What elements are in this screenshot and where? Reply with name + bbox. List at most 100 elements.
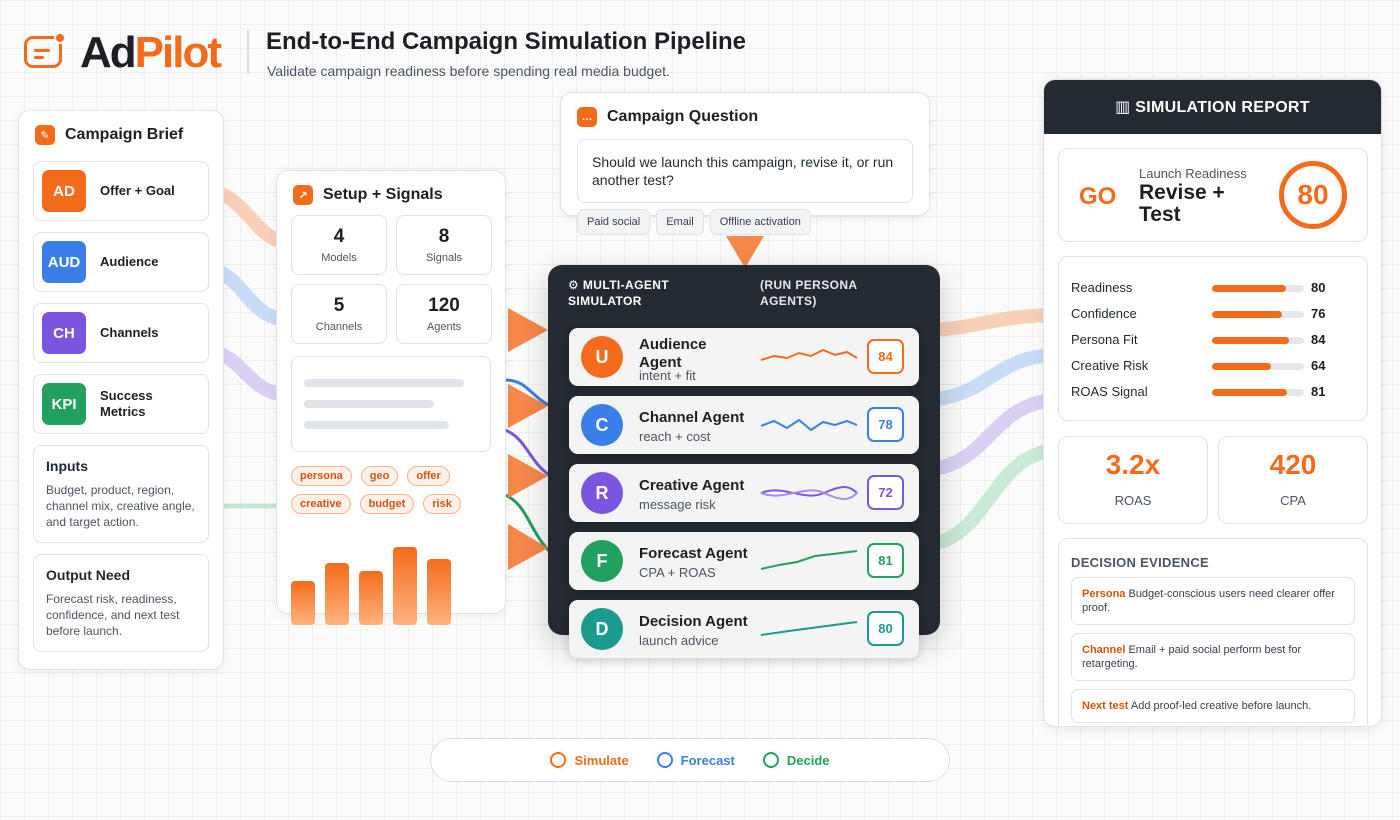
header-divider (247, 30, 249, 74)
evidence-title: DECISION EVIDENCE (1071, 555, 1210, 570)
metric-bar (1212, 285, 1286, 292)
agent-sub: CPA + ROAS (639, 565, 716, 580)
decision-evidence-card: DECISION EVIDENCE Persona Budget-conscio… (1058, 538, 1368, 726)
chip-offline-activation[interactable]: Offline activation (709, 209, 811, 235)
brief-item-success-metrics[interactable]: KPI Success Metrics (33, 374, 209, 434)
simulation-report-panel: ▥ SIMULATION REPORT GO Launch Readiness … (1043, 79, 1382, 727)
signal-bars (291, 547, 451, 625)
arrow-up-right-icon: ↗ (293, 185, 313, 205)
readiness-label: Launch Readiness (1139, 166, 1247, 181)
simulator-subtitle: (RUN PERSONA AGENTS) (760, 278, 858, 308)
metric-bar (1212, 363, 1271, 370)
evidence-text: Add proof-led creative before launch. (1128, 700, 1312, 712)
agent-avatar: D (581, 608, 623, 650)
agent-card-audience[interactable]: U Audience Agent intent + fit 84 (569, 328, 919, 386)
tag-creative[interactable]: creative (291, 494, 351, 514)
page-title: End-to-End Campaign Simulation Pipeline (266, 28, 747, 55)
legend-label: Decide (786, 752, 830, 768)
evidence-key: Next test (1082, 700, 1129, 712)
brand-logo: AdPilot (80, 28, 222, 77)
agent-score: 78 (867, 407, 904, 442)
agent-sub: intent + fit (639, 368, 696, 383)
brief-badge: CH (42, 312, 86, 354)
report-header: ▥ SIMULATION REPORT (1044, 80, 1381, 134)
kpi-roas: 3.2x ROAS (1058, 436, 1208, 524)
stat-channels: 5 Channels (291, 284, 387, 344)
metric-label: Readiness (1071, 280, 1133, 295)
agent-card-channel[interactable]: C Channel Agent reach + cost 78 (569, 396, 919, 454)
agent-score: 80 (867, 611, 904, 646)
agent-name: Forecast Agent (639, 545, 748, 562)
agent-score: 81 (867, 543, 904, 578)
stat-label: Agents (426, 321, 462, 333)
metric-label: Persona Fit (1071, 332, 1138, 347)
brief-item-offer-goal[interactable]: AD Offer + Goal (33, 161, 209, 221)
metric-readiness: Readiness 80 (1071, 280, 1361, 298)
stat-value: 120 (428, 295, 460, 316)
metric-roas-signal: ROAS Signal 81 (1071, 384, 1361, 402)
evidence-persona: Persona Budget-conscious users need clea… (1071, 577, 1355, 625)
agent-card-decision[interactable]: D Decision Agent launch advice 80 (569, 600, 919, 658)
evidence-text: Budget-conscious users need clearer offe… (1082, 588, 1335, 614)
metric-label: Confidence (1071, 306, 1137, 321)
chat-bubble-icon: … (577, 107, 597, 127)
legend-label: Simulate (574, 752, 629, 768)
metric-value: 80 (1311, 280, 1326, 295)
metric-bar (1212, 311, 1282, 318)
agent-name: Decision Agent (639, 613, 748, 630)
brief-item-audience[interactable]: AUD Audience (33, 232, 209, 292)
chip-email[interactable]: Email (656, 209, 704, 235)
output-need-title: Output Need (46, 567, 130, 583)
chip-paid-social[interactable]: Paid social (577, 209, 651, 235)
circle-icon (550, 752, 567, 768)
signal-bar (325, 563, 349, 625)
agent-sparkline (760, 486, 858, 500)
signal-bar (393, 547, 417, 625)
brief-badge: AUD (42, 241, 86, 283)
brief-badge: KPI (42, 383, 86, 425)
stat-agents: 120 Agents (396, 284, 492, 344)
tag-offer[interactable]: offer (407, 466, 450, 486)
stat-label: Signals (425, 252, 463, 264)
brief-item-label: Audience (100, 254, 159, 269)
output-need-box: Output Need Forecast risk, readiness, co… (33, 554, 209, 652)
agent-sparkline (760, 348, 858, 361)
legend-label: Forecast (680, 752, 735, 768)
signal-bar (291, 581, 315, 625)
kpi-value: 3.2x (1105, 449, 1161, 480)
signal-tags: persona geo offer creative budget risk (291, 466, 491, 514)
tag-risk[interactable]: risk (423, 494, 461, 514)
tag-persona[interactable]: persona (291, 466, 352, 486)
brief-item-label: Offer + Goal (100, 183, 175, 198)
question-title: Campaign Question (607, 108, 759, 125)
evidence-next-test: Next test Add proof-led creative before … (1071, 689, 1355, 723)
metric-value: 64 (1311, 358, 1326, 373)
agent-card-creative[interactable]: R Creative Agent message risk 72 (569, 464, 919, 522)
circle-icon (762, 752, 779, 768)
stat-signals: 8 Signals (396, 215, 492, 275)
page-subtitle: Validate campaign readiness before spend… (267, 63, 670, 79)
agent-sparkline (760, 550, 858, 570)
campaign-brief-panel: ✎ Campaign Brief AD Offer + Goal AUD Aud… (18, 110, 224, 670)
metric-confidence: Confidence 76 (1071, 306, 1361, 324)
brief-item-label: Channels (100, 325, 159, 340)
brief-item-label: Success Metrics (100, 388, 153, 419)
stat-value: 4 (333, 226, 345, 247)
brief-badge: AD (42, 170, 86, 212)
kpi-cpa: 420 CPA (1218, 436, 1368, 524)
legend: Simulate Forecast Decide (430, 738, 950, 782)
agent-sub: message risk (639, 497, 716, 512)
agent-card-forecast[interactable]: F Forecast Agent CPA + ROAS 81 (569, 532, 919, 590)
agent-name: Channel Agent (639, 409, 745, 426)
agent-avatar: U (581, 336, 623, 378)
agent-avatar: F (581, 540, 623, 582)
legend-forecast: Forecast (656, 752, 735, 768)
tag-budget[interactable]: budget (359, 494, 415, 514)
kpi-label: ROAS (1114, 493, 1152, 508)
signal-placeholder (291, 356, 491, 452)
brief-item-channels[interactable]: CH Channels (33, 303, 209, 363)
decision-go: GO (1079, 183, 1117, 210)
stat-value: 8 (438, 226, 450, 247)
inputs-box: Inputs Budget, product, region, channel … (33, 445, 209, 543)
tag-geo[interactable]: geo (360, 466, 399, 486)
